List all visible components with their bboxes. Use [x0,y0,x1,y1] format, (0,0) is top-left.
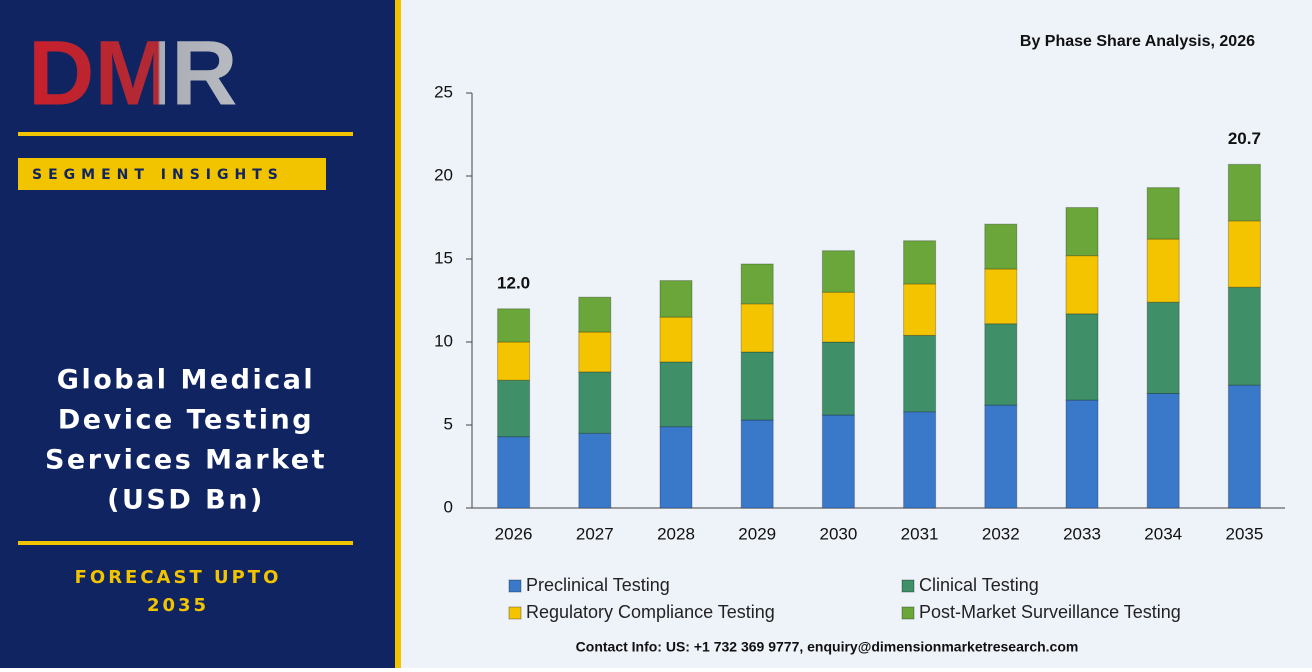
forecast: 2035 [147,595,209,616]
divider [395,0,401,668]
legend-swatch [901,579,915,593]
logo: DMR [28,22,238,124]
bar-segment [1146,392,1180,509]
bar-segment [903,334,937,413]
y-tick-label: 0 [444,497,453,516]
bar-segment [1227,163,1261,222]
sidebar [0,0,395,668]
bar-segment [821,414,855,509]
sidebar-title: (USD Bn) [107,485,265,516]
bar-segment [821,250,855,293]
bar-segment [659,280,693,318]
footer: Contact Info: US: +1 732 369 9777, enqui… [576,639,1079,655]
bar-segment [497,379,531,438]
bar-segment [1065,399,1099,509]
bar-segment [740,419,774,509]
bar-segment [903,240,937,285]
forecast: FORECAST UPTO [75,567,282,588]
bar-segment [1227,384,1261,509]
legend-label: Clinical Testing [919,575,1039,595]
legend-label: Post-Market Surveillance Testing [919,602,1181,622]
badge-box [18,158,326,190]
bar-segment [1227,220,1261,288]
total-label: 20.7 [1228,129,1261,148]
x-tick-label: 2034 [1144,524,1182,543]
bar-segment [1227,286,1261,386]
y-tick-label: 15 [434,248,453,267]
sidebar-title: Services Market [45,445,327,476]
bar-segment [659,361,693,428]
y-tick-label: 20 [434,165,453,184]
bar-segment [1146,187,1180,240]
bar-segment [984,223,1018,270]
legend-swatch [508,579,522,593]
bar-segment [740,263,774,305]
x-tick-label: 2033 [1063,524,1101,543]
legend-label: Regulatory Compliance Testing [526,602,775,622]
bar-segment [578,331,612,373]
x-tick-label: 2028 [657,524,695,543]
bar-segment [984,404,1018,509]
y-tick-label: 5 [444,414,453,433]
bar-segment [1065,207,1099,257]
rule [18,541,353,545]
bar-segment [740,303,774,353]
y-tick-label: 25 [434,82,453,101]
sidebar-title: Device Testing [58,405,314,436]
bar-segment [984,268,1018,325]
bar-segment [740,351,774,421]
rule [18,132,353,136]
bar-segment [659,316,693,363]
legend-label: Preclinical Testing [526,575,670,595]
legend-swatch [508,606,522,620]
bar-segment [821,341,855,416]
total-label: 12.0 [497,273,530,292]
badge: SEGMENT INSIGHTS [32,167,284,183]
bar-segment [578,296,612,333]
chart-subtitle: By Phase Share Analysis, 2026 [1020,33,1255,50]
x-tick-label: 2035 [1225,524,1263,543]
x-tick-label: 2027 [576,524,614,543]
bar-segment [497,341,531,381]
bar-segment [497,436,531,509]
bar-segment [903,411,937,509]
x-tick-label: 2031 [901,524,939,543]
bar-segment [578,371,612,434]
bar-segment [497,308,531,343]
legend-swatch [901,606,915,620]
bar-segment [1065,313,1099,401]
x-tick-label: 2026 [495,524,533,543]
sidebar-title: Global Medical [57,365,315,396]
bar-segment [1146,238,1180,303]
bar-segment [984,323,1018,406]
x-tick-label: 2030 [819,524,857,543]
bar-segment [821,291,855,343]
bar-segment [903,283,937,336]
bar-segment [1065,255,1099,315]
bar-segment [578,432,612,509]
bar-segment [1146,301,1180,394]
x-tick-label: 2032 [982,524,1020,543]
x-tick-label: 2029 [738,524,776,543]
y-tick-label: 10 [434,331,453,350]
bar-segment [659,426,693,509]
